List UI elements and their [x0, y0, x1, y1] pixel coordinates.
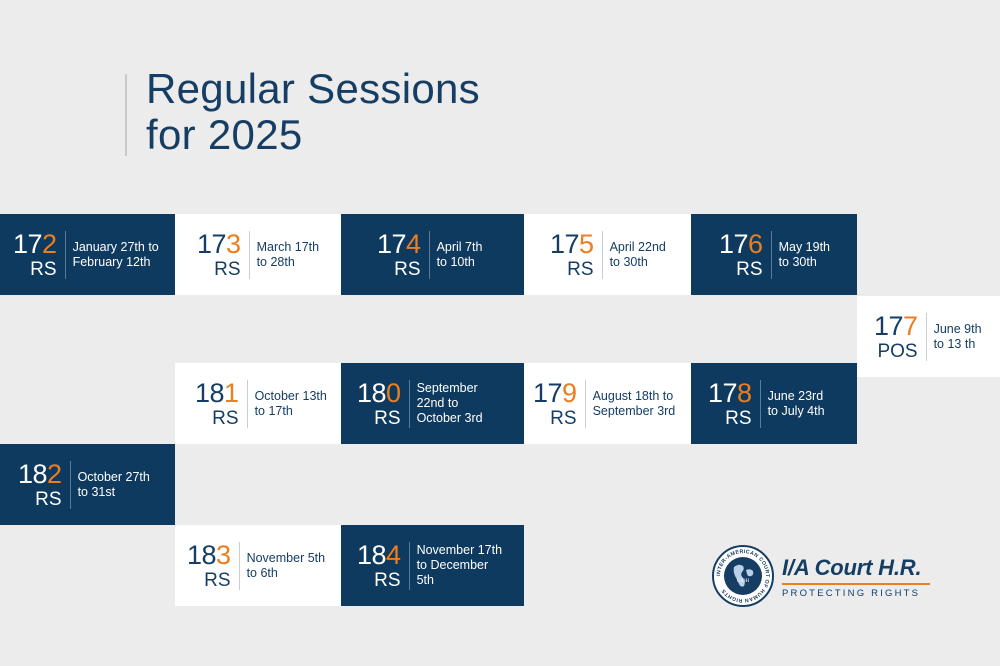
card-divider — [770, 230, 772, 279]
session-card-177: 177 POS June 9th to 13 th — [857, 296, 1000, 377]
session-dates: May 19th to 30th — [778, 239, 830, 269]
session-dates: September 22nd to October 3rd — [416, 381, 483, 425]
title-line-2: for 2025 — [146, 111, 303, 158]
session-card-175: 175 RS April 22nd to 30th — [524, 214, 691, 295]
session-card-180: 180 RS September 22nd to October 3rd — [341, 363, 524, 444]
card-divider — [408, 379, 410, 428]
session-number-block: 176 RS — [719, 228, 763, 280]
session-type: RS — [214, 258, 241, 280]
card-divider — [64, 230, 66, 279]
session-type: RS — [204, 569, 231, 591]
session-type: RS — [550, 407, 577, 429]
session-type: RS — [394, 258, 421, 280]
session-number-block: 181 RS — [195, 377, 239, 429]
session-card-173: 173 RS March 17th to 28th — [175, 214, 341, 295]
session-number-block: 178 RS — [708, 377, 752, 429]
title-line-1: Regular Sessions — [146, 65, 480, 112]
session-number-block: 174 RS — [377, 228, 421, 280]
session-number-block: 184 RS — [357, 539, 401, 591]
session-number: 173 — [197, 228, 241, 259]
card-divider — [601, 230, 603, 279]
session-type: POS — [877, 340, 918, 362]
session-number-block: 177 POS — [874, 310, 918, 362]
card-divider — [584, 379, 586, 428]
session-card-174: 174 RS April 7th to 10th — [341, 214, 524, 295]
card-divider — [925, 312, 927, 361]
session-dates: October 27th to 31st — [77, 469, 150, 499]
session-type: RS — [30, 258, 57, 280]
session-card-184: 184 RS November 17th to December 5th — [341, 525, 524, 606]
card-divider — [246, 379, 248, 428]
session-dates: November 5th to 6th — [246, 550, 326, 580]
logo-tagline: PROTECTING RIGHTS — [782, 588, 921, 599]
session-card-178: 178 RS June 23rd to July 4th — [691, 363, 857, 444]
card-divider — [759, 379, 761, 428]
session-number: 174 — [377, 228, 421, 259]
session-number-block: 172 RS — [13, 228, 57, 280]
card-divider — [408, 541, 410, 590]
session-number: 172 — [13, 228, 57, 259]
session-number: 176 — [719, 228, 763, 259]
session-card-182: 182 RS October 27th to 31st — [0, 444, 175, 525]
session-dates: August 18th to September 3rd — [592, 388, 676, 418]
session-card-181: 181 RS October 13th to 17th — [175, 363, 341, 444]
session-number-block: 175 RS — [550, 228, 594, 280]
session-number: 177 — [874, 310, 918, 341]
session-dates: April 7th to 10th — [436, 239, 483, 269]
session-dates: March 17th to 28th — [256, 239, 320, 269]
session-number-block: 182 RS — [18, 458, 62, 510]
session-dates: June 23rd to July 4th — [767, 388, 825, 418]
session-dates: June 9th to 13 th — [933, 321, 982, 351]
card-divider — [238, 541, 240, 590]
session-number-block: 180 RS — [357, 377, 401, 429]
session-number-block: 183 RS — [187, 539, 231, 591]
session-number: 181 — [195, 377, 239, 408]
card-divider — [248, 230, 250, 279]
session-type: RS — [725, 407, 752, 429]
session-card-179: 179 RS August 18th to September 3rd — [524, 363, 691, 444]
session-number: 183 — [187, 539, 231, 570]
session-number-block: 173 RS — [197, 228, 241, 280]
session-card-183: 183 RS November 5th to 6th — [175, 525, 341, 606]
court-seal-icon: CIDH INTER-AMERICAN COURT OF HUMAN RIGHT… — [712, 545, 774, 607]
session-type: RS — [212, 407, 239, 429]
seal-center-text: CIDH — [737, 579, 750, 584]
session-number: 175 — [550, 228, 594, 259]
logo-underline — [782, 583, 930, 585]
session-number: 182 — [18, 458, 62, 489]
session-number: 178 — [708, 377, 752, 408]
session-number-block: 179 RS — [533, 377, 577, 429]
session-type: RS — [374, 569, 401, 591]
session-number: 180 — [357, 377, 401, 408]
session-number: 179 — [533, 377, 577, 408]
session-dates: January 27th to February 12th — [72, 239, 159, 269]
session-dates: April 22nd to 30th — [609, 239, 666, 269]
court-logo: CIDH INTER-AMERICAN COURT OF HUMAN RIGHT… — [712, 545, 942, 607]
session-card-172: 172 RS January 27th to February 12th — [0, 214, 175, 295]
session-dates: November 17th to December 5th — [416, 543, 503, 587]
logo-name: I/A Court H.R. — [782, 555, 922, 580]
session-type: RS — [567, 258, 594, 280]
session-number: 184 — [357, 539, 401, 570]
session-type: RS — [736, 258, 763, 280]
title-accent-bar — [125, 74, 127, 156]
session-type: RS — [374, 407, 401, 429]
session-type: RS — [35, 488, 62, 510]
session-dates: October 13th to 17th — [254, 388, 327, 418]
session-card-176: 176 RS May 19th to 30th — [691, 214, 857, 295]
card-divider — [428, 230, 430, 279]
page-title: Regular Sessions for 2025 — [146, 66, 480, 158]
card-divider — [69, 460, 71, 509]
